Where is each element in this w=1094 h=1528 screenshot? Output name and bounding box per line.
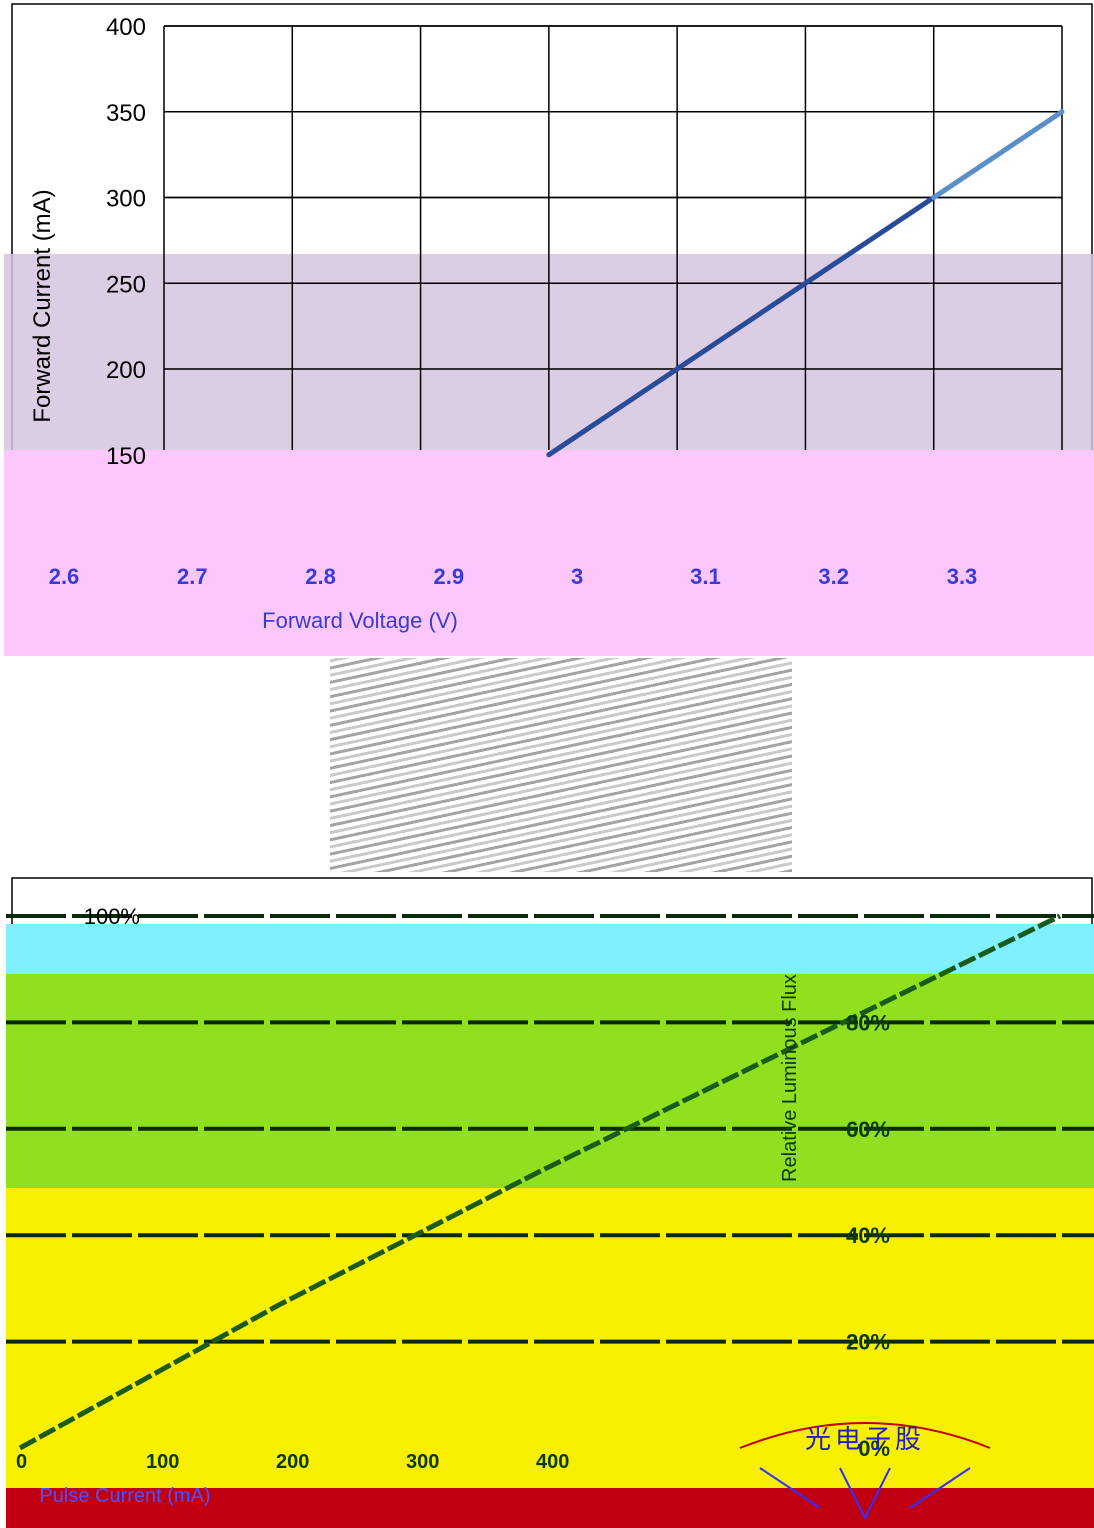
x-tick-label: 2.7 [177, 564, 208, 589]
company-seal: 光电子股 [739, 1422, 991, 1521]
scan-artifact [330, 658, 792, 872]
x-tick-label: 100 [146, 1451, 179, 1473]
series-line [546, 195, 937, 458]
x-tick-label: 3.3 [947, 564, 978, 589]
x-tick-label: 3.1 [690, 564, 721, 589]
x-tick-label: 2.8 [305, 564, 336, 589]
x-tick-label: 3.2 [818, 564, 849, 589]
y-tick-label: 60% [846, 1117, 890, 1142]
plot-grid-2 [6, 914, 1094, 1344]
y-tick-label: 250 [106, 271, 146, 298]
y-tick-label: 150 [106, 443, 146, 470]
x-tick-labels: 2.6 2.7 2.8 2.9 3 3.1 3.2 3.3 [49, 564, 978, 589]
x-tick-label: 300 [406, 1451, 439, 1473]
y-tick-labels-2: 100% 80% 60% 40% 20% 0% [84, 904, 890, 1461]
series-line [931, 109, 1065, 200]
series-line [18, 913, 1062, 1451]
y-tick-label: 80% [846, 1010, 890, 1035]
x-tick-label: 400 [536, 1451, 569, 1473]
y-tick-label: 100% [84, 904, 140, 929]
x-tick-label: 0 [16, 1451, 27, 1473]
y-tick-label: 0% [858, 1436, 890, 1461]
x-tick-label: 2.6 [49, 564, 80, 589]
band-pink [4, 450, 1094, 656]
seal-text: 光电子股 [805, 1424, 925, 1454]
band-cyan [6, 924, 1094, 974]
band-yellow [6, 1188, 1094, 1488]
x-tick-label: 200 [276, 1451, 309, 1473]
y-tick-label: 20% [846, 1330, 890, 1355]
series-group-2 [18, 913, 1062, 1451]
x-tick-labels-2: 0 100 200 300 400 [16, 1451, 569, 1473]
y-tick-label: 400 [106, 14, 146, 41]
x-axis-label: Forward Voltage (V) [262, 608, 458, 633]
forward-current-chart: 400 350 300 250 200 150 2.6 2.7 2.8 2.9 3 3.1 3.2 3.… [4, 3, 1094, 656]
x-tick-label: 2.9 [434, 564, 465, 589]
series-group [546, 109, 1065, 458]
y-tick-label: 40% [846, 1223, 890, 1248]
x-tick-label: 3 [571, 564, 583, 589]
luminous-flux-chart: 100% 80% 60% 40% 20% 0% 0 100 200 300 400 Pulse C… [6, 877, 1094, 1528]
band-green [6, 974, 1094, 1188]
x-axis-label-2: Pulse Current (mA) [39, 1485, 210, 1507]
plot-grid-overlay [163, 25, 1063, 460]
y-tick-label: 200 [106, 357, 146, 384]
y-tick-labels: 400 350 300 250 200 150 [106, 14, 146, 470]
y-tick-label: 350 [106, 100, 146, 127]
y-tick-label: 300 [106, 186, 146, 213]
band-red [6, 1488, 1094, 1528]
y-axis-label: Forward Current (mA) [29, 189, 56, 422]
y-axis-label-2: Relative Luminous Flux [779, 974, 801, 1182]
